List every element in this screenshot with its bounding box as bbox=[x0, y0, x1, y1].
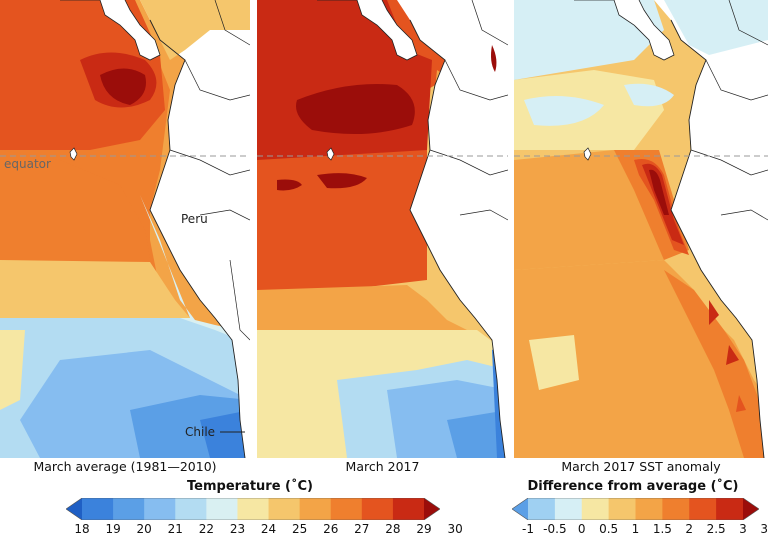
temperature-swatch bbox=[206, 498, 238, 520]
anomaly-swatch bbox=[528, 498, 556, 520]
map-panel-march-average: equator Peru Chile bbox=[0, 0, 250, 458]
anomaly-tick-label: 2.5 bbox=[706, 522, 726, 536]
anomaly-swatch bbox=[635, 498, 663, 520]
caption-march-2017: March 2017 bbox=[345, 459, 420, 474]
anomaly-tick-label: 0.5 bbox=[599, 522, 619, 536]
temperature-swatch bbox=[330, 498, 363, 520]
peru-label: Peru bbox=[181, 212, 208, 226]
anomaly-tick-label: -0.5 bbox=[543, 522, 567, 536]
temperature-swatch bbox=[82, 498, 114, 520]
anomaly-tick-label: 1.5 bbox=[652, 522, 672, 536]
temperature-swatch bbox=[113, 498, 145, 520]
temperature-tick-label: 24 bbox=[260, 522, 277, 536]
temperature-arrow-low bbox=[66, 498, 82, 520]
anomaly-swatch bbox=[581, 498, 610, 520]
temperature-tick-label: 29 bbox=[416, 522, 432, 536]
temperature-tick-label: 27 bbox=[354, 522, 370, 536]
temperature-swatch bbox=[361, 498, 394, 520]
caption-anomaly: March 2017 SST anomaly bbox=[561, 459, 721, 474]
temperature-tick-label: 20 bbox=[136, 522, 152, 536]
temperature-tick-label: 18 bbox=[74, 522, 90, 536]
chile-label: Chile bbox=[185, 425, 215, 439]
anomaly-swatch bbox=[716, 498, 744, 520]
temperature-tick-label: 23 bbox=[229, 522, 246, 536]
sst-map-average: equator Peru Chile bbox=[0, 0, 250, 458]
temperature-colorbar bbox=[66, 498, 440, 520]
temperature-tick-label: 25 bbox=[291, 522, 308, 536]
temperature-tick-label: 26 bbox=[323, 522, 339, 536]
anomaly-tick-label: 1 bbox=[631, 522, 640, 536]
anomaly-legend-title: Difference from average (˚C) bbox=[527, 479, 739, 494]
anomaly-tick-label: 3 bbox=[739, 522, 747, 536]
map-panel-anomaly bbox=[514, 0, 768, 458]
temperature-swatch bbox=[237, 498, 270, 520]
temperature-swatch bbox=[392, 498, 425, 520]
anomaly-tick-label: 0 bbox=[577, 522, 586, 536]
temperature-arrow-high bbox=[424, 498, 440, 520]
anomaly-tick-label: -1 bbox=[522, 522, 534, 536]
temperature-tick-label: 30 bbox=[447, 522, 463, 536]
equator-label: equator bbox=[4, 157, 51, 171]
anomaly-tick-label: 3.5 bbox=[760, 522, 768, 536]
temperature-swatch bbox=[299, 498, 332, 520]
temperature-swatch bbox=[175, 498, 207, 520]
anomaly-swatch bbox=[608, 498, 636, 520]
sst-anomaly-map bbox=[514, 0, 768, 458]
temperature-legend-title: Temperature (˚C) bbox=[187, 479, 313, 494]
sst-map-march-2017 bbox=[257, 0, 508, 458]
anomaly-colorbar bbox=[512, 498, 759, 520]
temperature-swatch bbox=[268, 498, 301, 520]
anomaly-arrow-low bbox=[512, 498, 528, 520]
anomaly-swatch bbox=[662, 498, 690, 520]
temperature-tick-label: 21 bbox=[167, 522, 183, 536]
temperature-tick-label: 19 bbox=[105, 522, 121, 536]
anomaly-swatch bbox=[689, 498, 717, 520]
anomaly-swatch bbox=[554, 498, 583, 520]
caption-march-average: March average (1981—2010) bbox=[33, 459, 217, 474]
anomaly-tick-label: 2 bbox=[685, 522, 694, 536]
map-panel-march-2017 bbox=[257, 0, 508, 458]
temperature-tick-label: 28 bbox=[385, 522, 401, 536]
temperature-swatch bbox=[144, 498, 176, 520]
anomaly-arrow-high bbox=[743, 498, 759, 520]
temperature-tick-label: 22 bbox=[198, 522, 214, 536]
